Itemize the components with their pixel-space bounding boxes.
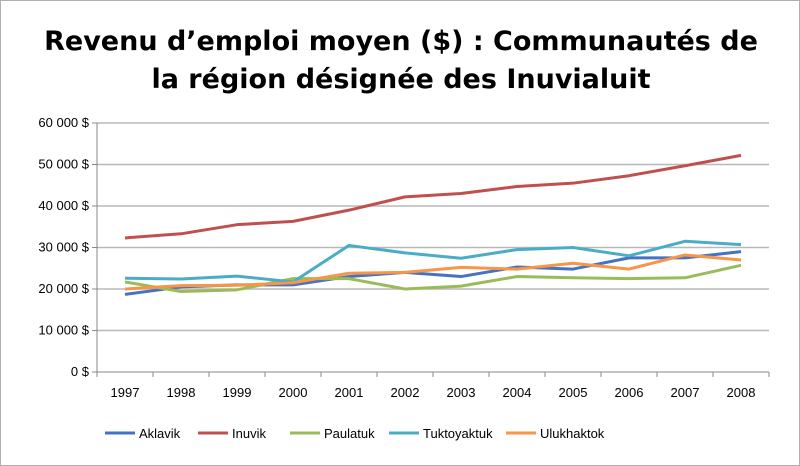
series-line-ulukhaktok [124,253,742,291]
chart-title-line1: Revenu d’emploi moyen ($) : Communautés … [44,26,758,57]
x-tick-label: 2006 [615,385,644,400]
x-tick-label: 2004 [503,385,532,400]
legend-label: Aklavik [139,426,181,441]
y-tick-label: 40 000 $ [38,198,89,213]
y-tick-label: 30 000 $ [38,240,89,255]
x-tick-label: 2002 [391,385,420,400]
series-line-tuktoyaktuk [124,239,742,284]
chart-title: Revenu d’emploi moyen ($) : Communautés … [1,23,799,99]
chart-title-line2: la région désignée des Inuvialuit [151,64,651,95]
y-tick-label: 60 000 $ [38,115,89,130]
x-tick-label: 2001 [335,385,364,400]
x-tick-label: 2005 [559,385,588,400]
legend-label: Inuvik [232,426,266,441]
y-tick-label: 0 $ [71,364,90,379]
x-tick-label: 1999 [223,385,252,400]
x-tick-label: 1998 [167,385,196,400]
y-tick-label: 50 000 $ [38,157,89,172]
y-tick-label: 20 000 $ [38,281,89,296]
y-tick-label: 10 000 $ [38,323,89,338]
x-tick-label: 1997 [111,385,140,400]
x-tick-label: 2008 [727,385,756,400]
x-tick-label: 2007 [671,385,700,400]
legend-label: Tuktoyaktuk [423,426,493,441]
legend-label: Paulatuk [324,426,375,441]
series-line-inuvik [124,153,742,240]
legend-label: Ulukhaktok [540,426,605,441]
series-line-paulatuk [124,263,742,293]
x-tick-label: 2003 [447,385,476,400]
x-tick-label: 2000 [279,385,308,400]
